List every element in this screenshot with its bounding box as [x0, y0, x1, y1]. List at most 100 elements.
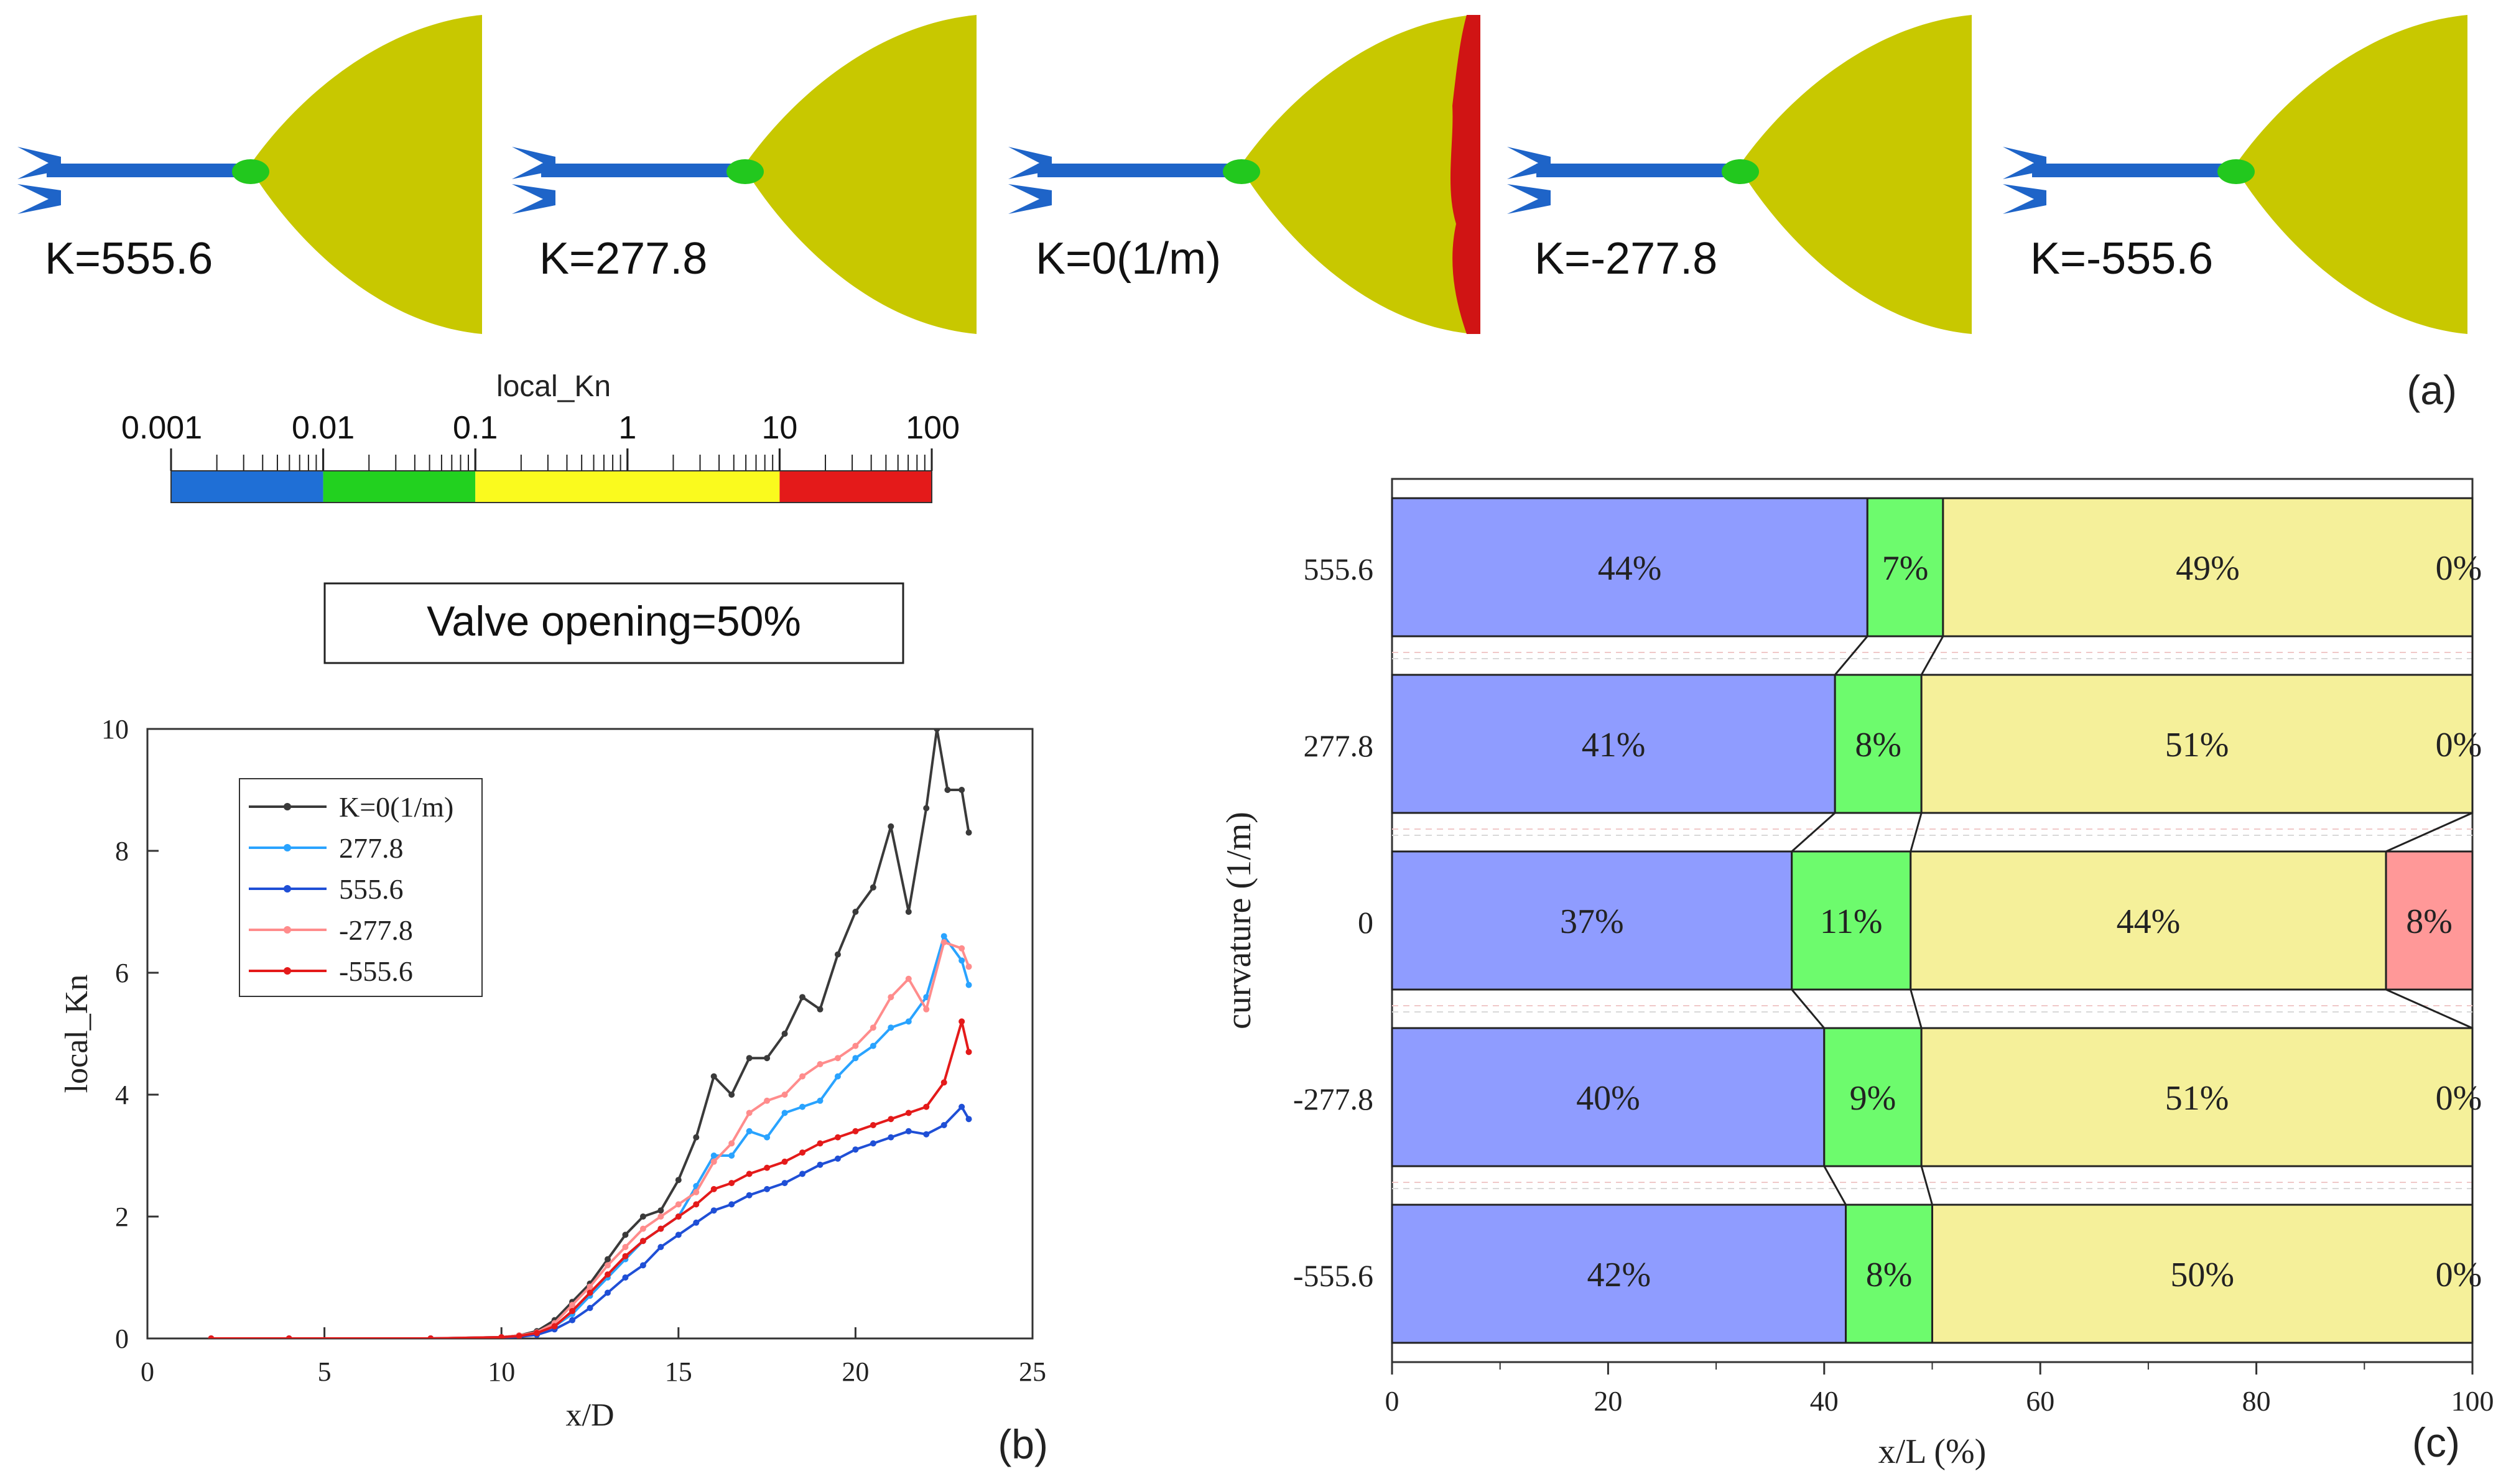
panel-c-label: (c): [2412, 1419, 2460, 1465]
data-point: [622, 1244, 629, 1250]
data-point: [764, 1185, 771, 1192]
x-tick-label-c: 40: [1810, 1385, 1839, 1417]
data-point: [587, 1305, 593, 1311]
connector-line: [1834, 636, 1868, 675]
data-point: [569, 1302, 576, 1309]
data-point: [622, 1274, 629, 1281]
bar-value-label: 0%: [2436, 549, 2482, 588]
stacked-bar-chart-c: 44% 7% 49% 0% 555.6 41% 8% 51% 0% 277.8 37% 11% 44% 8…: [1220, 478, 2494, 1471]
colorbar-segment: [171, 471, 323, 503]
nozzle-throat: [1722, 159, 1759, 184]
data-point: [905, 1128, 912, 1134]
data-point: [710, 1158, 717, 1165]
x-axis-label-c: x/L (%): [1878, 1432, 1987, 1471]
data-point: [693, 1201, 700, 1208]
legend-label: -555.6: [339, 955, 413, 987]
arrow-upper-icon: [1008, 147, 1052, 179]
data-point: [799, 1149, 806, 1156]
legend-label: K=0(1/m): [339, 791, 453, 823]
arrow-upper-icon: [2003, 147, 2046, 179]
data-point: [764, 1134, 771, 1141]
line-chart-b: 0 5 10 15 20 25 0 2 4 6 8 10 x/D local_Kn (b) K=0(1/m) 2…: [59, 714, 1048, 1467]
data-point: [710, 1185, 717, 1192]
connector-line: [1920, 636, 1944, 675]
data-point: [781, 1180, 788, 1187]
data-point: [710, 1207, 717, 1214]
bar-segment-blue: [1391, 674, 1836, 814]
pipe: [2032, 164, 2225, 177]
data-point: [639, 1225, 646, 1232]
legend-marker: [284, 844, 291, 851]
data-point: [888, 1116, 894, 1123]
data-point: [675, 1201, 682, 1208]
bar-value-label: 8%: [1855, 726, 1901, 764]
bar-segment-blue: [1391, 1203, 1847, 1344]
colorbar-tick-label: 100: [906, 410, 960, 446]
connector-line: [1791, 989, 1825, 1029]
data-point: [657, 1225, 664, 1232]
data-point: [817, 1140, 824, 1147]
bar-segment-green: [1834, 674, 1923, 814]
bar-value-label: 8%: [2406, 902, 2453, 941]
data-point: [657, 1213, 664, 1220]
data-point: [285, 1335, 292, 1338]
colorbar-segment: [779, 471, 932, 503]
data-point: [888, 1134, 894, 1141]
y-tick-label-c: 0: [1358, 905, 1373, 940]
nozzle-bell: [249, 15, 482, 334]
data-point: [675, 1213, 682, 1220]
bar-segment-yellow: [1920, 1027, 2474, 1167]
data-point: [852, 1055, 859, 1062]
data-point: [958, 1018, 965, 1025]
bar-row: 40% 9% 51% 0%: [1391, 1027, 2482, 1167]
nozzle-label: K=555.6: [45, 234, 213, 284]
connector-line: [1910, 989, 1923, 1029]
colorbar-tick-label: 10: [761, 410, 797, 446]
data-point: [728, 1092, 735, 1098]
legend-marker: [284, 885, 291, 893]
connector-line: [2385, 988, 2473, 1029]
data-point: [604, 1271, 611, 1278]
y-tick-label-c: 277.8: [1304, 728, 1374, 763]
data-point: [852, 1146, 859, 1153]
bar-value-label: 51%: [2165, 726, 2229, 764]
data-point: [534, 1330, 541, 1337]
nozzle-bell: [2234, 15, 2467, 334]
y-tick-label-b: 10: [101, 714, 129, 744]
bar-value-label: 49%: [2176, 549, 2240, 588]
data-point: [940, 1079, 947, 1086]
data-point: [746, 1171, 753, 1177]
x-tick-label-b: 5: [318, 1356, 332, 1387]
panel-b-label: (b): [998, 1421, 1048, 1467]
nozzle-label: K=277.8: [539, 234, 707, 284]
bar-value-label: 51%: [2165, 1079, 2229, 1118]
colorbar-title: local_Kn: [496, 370, 611, 403]
bar-segment-blue: [1391, 497, 1868, 638]
data-point: [604, 1256, 611, 1263]
data-point: [905, 975, 912, 982]
bar-value-label: 37%: [1560, 902, 1624, 941]
data-point: [675, 1177, 682, 1184]
nozzle-2: K=277.8: [512, 15, 977, 334]
x-tick-label-c: 20: [1594, 1385, 1622, 1417]
data-point: [604, 1289, 611, 1296]
data-point: [799, 1073, 806, 1080]
data-point: [746, 1110, 753, 1116]
arrow-upper-icon: [1507, 147, 1551, 179]
legend-marker: [284, 967, 291, 975]
legend-label: 277.8: [339, 832, 404, 864]
arrow-lower-icon: [2003, 184, 2046, 214]
nozzle-throat: [2217, 159, 2255, 184]
arrow-lower-icon: [1008, 184, 1052, 214]
data-point: [817, 1161, 824, 1168]
data-point: [498, 1334, 505, 1338]
data-point: [639, 1213, 646, 1220]
data-point: [710, 1152, 717, 1159]
data-point: [746, 1192, 753, 1199]
arrow-lower-icon: [1507, 184, 1551, 214]
x-tick-label-b: 10: [488, 1356, 515, 1387]
data-point: [208, 1335, 215, 1338]
bar-segment-red: [2385, 850, 2474, 991]
data-point: [764, 1055, 771, 1062]
colorbar: local_Kn 0.001 0.01 0.1 1 10 100: [121, 370, 960, 503]
